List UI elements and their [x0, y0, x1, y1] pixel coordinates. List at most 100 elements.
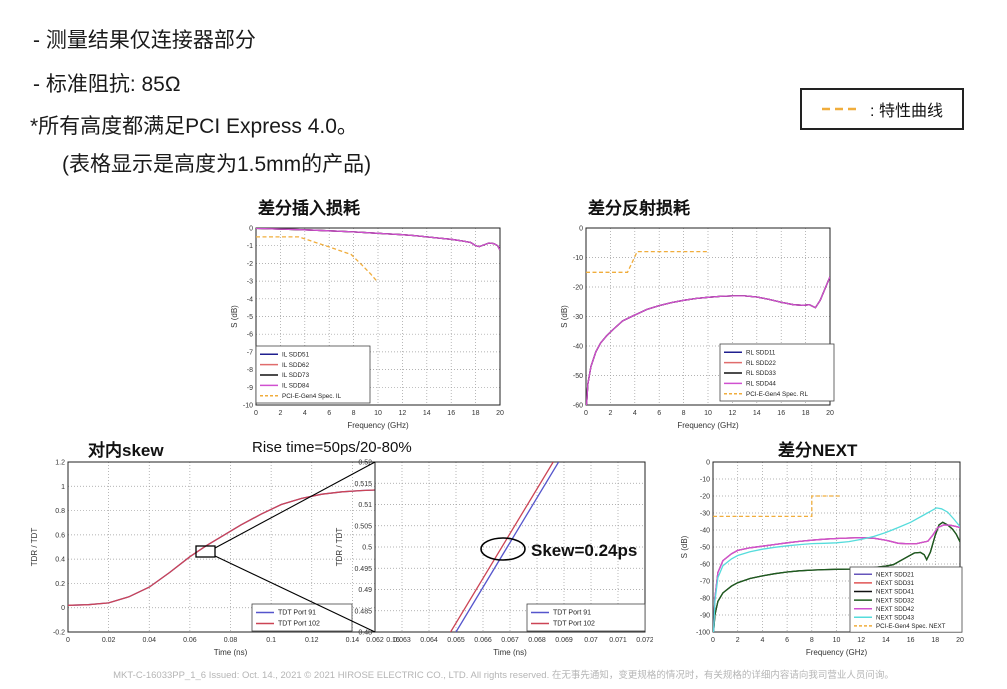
svg-text:0.072: 0.072	[636, 637, 653, 644]
svg-text:-30: -30	[573, 314, 583, 321]
svg-text:TDR / TDT: TDR / TDT	[335, 528, 344, 567]
svg-text:RL SDD11: RL SDD11	[746, 349, 776, 356]
svg-text:Frequency (GHz): Frequency (GHz)	[677, 421, 739, 430]
svg-text:TDT Port 91: TDT Port 91	[278, 610, 316, 617]
intra-pair-skew-title: 对内skew	[88, 441, 164, 460]
series-pci-e-gen4-spec-il	[256, 236, 378, 282]
svg-text:NEXT SDD32: NEXT SDD32	[876, 597, 915, 604]
svg-text:10: 10	[374, 410, 382, 417]
note-impedance: - 标准阻抗: 85Ω	[33, 73, 181, 96]
series-rl-sdd44	[586, 276, 830, 405]
svg-text:18: 18	[472, 410, 480, 417]
svg-text:0.12: 0.12	[305, 637, 319, 644]
svg-text:20: 20	[496, 410, 504, 417]
svg-text:0.52: 0.52	[358, 460, 372, 467]
note-measurement-scope: - 测量结果仅连接器部分	[33, 29, 256, 52]
svg-text:0.071: 0.071	[609, 637, 627, 644]
svg-text:TDR / TDT: TDR / TDT	[30, 528, 39, 567]
svg-text:0: 0	[706, 460, 710, 467]
svg-text:-80: -80	[700, 596, 710, 603]
svg-text:14: 14	[423, 410, 431, 417]
svg-text:12: 12	[857, 637, 865, 644]
svg-text:-8: -8	[247, 367, 253, 374]
svg-text:-50: -50	[573, 373, 583, 380]
svg-text:PCI-E-Gen4 Spec. RL: PCI-E-Gen4 Spec. RL	[746, 391, 808, 398]
svg-text:16: 16	[907, 637, 915, 644]
svg-text:0: 0	[711, 637, 715, 644]
svg-text:-4: -4	[247, 296, 253, 303]
svg-text:0.07: 0.07	[584, 637, 598, 644]
svg-text:-100: -100	[696, 630, 710, 637]
skew-zoom-inset-chart: 0.062 0.063 0.064 0.065 0.066 0.067 0.068 0.069…	[333, 452, 653, 667]
svg-text:TDT Port 102: TDT Port 102	[553, 621, 595, 628]
svg-text:-9: -9	[247, 385, 253, 392]
svg-text:0.065: 0.065	[447, 637, 465, 644]
chart-legend	[719, 343, 835, 402]
svg-text:PCI-E-Gen4 Spec. NEXT: PCI-E-Gen4 Spec. NEXT	[876, 623, 946, 630]
svg-text:0.04: 0.04	[142, 637, 156, 644]
svg-text:TDT Port 102: TDT Port 102	[278, 621, 320, 628]
return-loss-title: 差分反射损耗	[588, 199, 690, 218]
svg-text:S (dB): S (dB)	[230, 305, 239, 328]
svg-text:0.067: 0.067	[501, 637, 519, 644]
svg-text:-90: -90	[700, 613, 710, 620]
svg-text:-30: -30	[700, 511, 710, 518]
svg-text:0.066: 0.066	[474, 637, 492, 644]
svg-text:-10: -10	[243, 403, 253, 410]
svg-text:NEXT SDD31: NEXT SDD31	[876, 580, 915, 587]
svg-text:0.14: 0.14	[346, 637, 360, 644]
svg-text:8: 8	[682, 410, 686, 417]
svg-text:-1: -1	[247, 243, 253, 250]
svg-text:-20: -20	[700, 494, 710, 501]
svg-text:16: 16	[447, 410, 455, 417]
svg-text:0.49: 0.49	[358, 587, 372, 594]
svg-text:NEXT SDD41: NEXT SDD41	[876, 589, 915, 596]
svg-text:0.4: 0.4	[55, 557, 65, 564]
svg-text:-70: -70	[700, 579, 710, 586]
svg-text:0.6: 0.6	[55, 532, 65, 539]
series-pci-e-gen4-spec-rl	[586, 250, 708, 273]
svg-text:0.068: 0.068	[528, 637, 546, 644]
svg-text:-5: -5	[247, 314, 253, 321]
svg-text:-10: -10	[573, 255, 583, 262]
svg-text:RL SDD33: RL SDD33	[746, 370, 776, 377]
svg-text:1.2: 1.2	[55, 460, 65, 467]
svg-text:20: 20	[826, 410, 834, 417]
svg-text:0: 0	[254, 410, 258, 417]
svg-text:18: 18	[931, 637, 939, 644]
svg-text:IL SDD51: IL SDD51	[282, 351, 310, 358]
svg-text:0: 0	[584, 410, 588, 417]
svg-text:-3: -3	[247, 279, 253, 286]
spec-curve-legend-label: : 特性曲线	[870, 103, 943, 120]
svg-text:Frequency (GHz): Frequency (GHz)	[347, 421, 409, 430]
svg-text:0.08: 0.08	[224, 637, 238, 644]
svg-text:0.8: 0.8	[55, 508, 65, 515]
series-next-sdd42	[713, 524, 960, 632]
svg-text:0.1: 0.1	[266, 637, 276, 644]
svg-text:0: 0	[61, 605, 65, 612]
svg-text:S (dB): S (dB)	[680, 535, 689, 558]
svg-text:10: 10	[833, 637, 841, 644]
series-pci-e-gen4-spec-next	[713, 495, 842, 518]
svg-text:Time (ns): Time (ns)	[214, 648, 248, 657]
svg-text:Time (ns): Time (ns)	[493, 648, 527, 657]
next-title: 差分NEXT	[778, 441, 858, 460]
svg-text:0.515: 0.515	[354, 481, 372, 488]
svg-text:0: 0	[66, 637, 70, 644]
svg-text:8: 8	[810, 637, 814, 644]
svg-text:-40: -40	[573, 344, 583, 351]
svg-text:12: 12	[399, 410, 407, 417]
svg-text:-20: -20	[573, 285, 583, 292]
svg-text:IL SDD62: IL SDD62	[282, 362, 310, 369]
svg-text:14: 14	[753, 410, 761, 417]
series-next-sdd43	[713, 507, 960, 632]
svg-text:-2: -2	[247, 261, 253, 268]
return-loss-chart: 0 2 4 6 8 10 12 14 16 18 20 0 -10 -20 -30 -40 -50 -60 Freq…	[558, 218, 842, 435]
svg-text:-60: -60	[573, 403, 583, 410]
svg-text:6: 6	[657, 410, 661, 417]
insertion-loss-title: 差分插入损耗	[258, 199, 360, 218]
svg-text:-50: -50	[700, 545, 710, 552]
dashed-spec-line-icon	[822, 107, 861, 111]
svg-text:0.5: 0.5	[362, 545, 372, 552]
rise-time-label: Rise time=50ps/20-80%	[252, 439, 412, 456]
